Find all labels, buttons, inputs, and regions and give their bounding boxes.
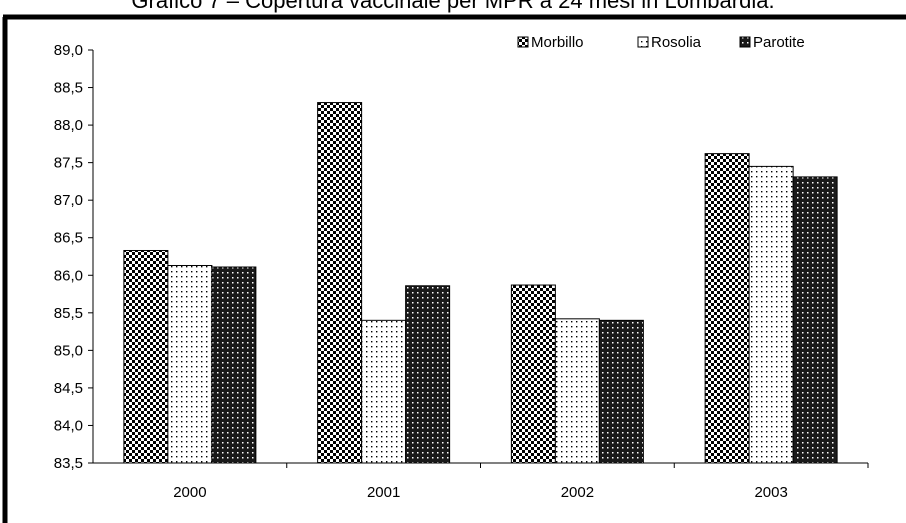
- y-tick-label: 83,5: [54, 455, 83, 472]
- x-tick-label: 2002: [561, 484, 594, 501]
- y-tick-label: 89,0: [54, 42, 83, 59]
- y-tick-label: 88,0: [54, 117, 83, 134]
- y-tick-label: 84,5: [54, 380, 83, 397]
- bar-parotite-2000: [211, 266, 257, 464]
- bar-morbillo-2000: [123, 249, 169, 464]
- y-tick-label: 87,0: [54, 192, 83, 209]
- x-tick-label: 2003: [754, 484, 787, 501]
- y-tick-label: 84,0: [54, 417, 83, 434]
- y-tick-label: 87,5: [54, 155, 83, 172]
- bars: [123, 102, 838, 464]
- chart-title: Grafico 7 – Copertura vaccinale per MPR …: [131, 0, 775, 13]
- bar-rosolia-2000: [167, 265, 213, 464]
- y-tick-label: 86,5: [54, 230, 83, 247]
- bar-parotite-2002: [598, 319, 644, 464]
- legend-swatch-morbillo: [517, 36, 529, 48]
- legend: Morbillo Rosolia Parotite: [517, 34, 805, 51]
- legend-label-rosolia: Rosolia: [651, 34, 702, 51]
- legend-label-morbillo: Morbillo: [531, 34, 584, 51]
- x-axis: 2000 2001 2002 2003: [93, 462, 869, 501]
- legend-swatch-parotite: [739, 36, 751, 48]
- bar-morbillo-2003: [704, 153, 750, 464]
- bar-rosolia-2002: [554, 318, 600, 464]
- bar-rosolia-2001: [361, 319, 407, 464]
- x-tick-label: 2000: [173, 484, 206, 501]
- bar-parotite-2003: [792, 176, 838, 464]
- y-axis: 83,5 84,0 84,5 85,0 85,5 86,0 86,5 87,0 87,5 88,0…: [54, 42, 94, 472]
- bar-morbillo-2002: [510, 284, 556, 464]
- bar-parotite-2001: [405, 285, 451, 464]
- y-tick-label: 86,0: [54, 267, 83, 284]
- legend-swatch-rosolia: [637, 36, 649, 48]
- y-tick-label: 85,5: [54, 305, 83, 322]
- y-tick-label: 88,5: [54, 80, 83, 97]
- y-tick-label: 85,0: [54, 342, 83, 359]
- legend-label-parotite: Parotite: [753, 34, 805, 51]
- bar-morbillo-2001: [317, 102, 363, 464]
- bar-rosolia-2003: [748, 165, 794, 464]
- x-tick-label: 2001: [367, 484, 400, 501]
